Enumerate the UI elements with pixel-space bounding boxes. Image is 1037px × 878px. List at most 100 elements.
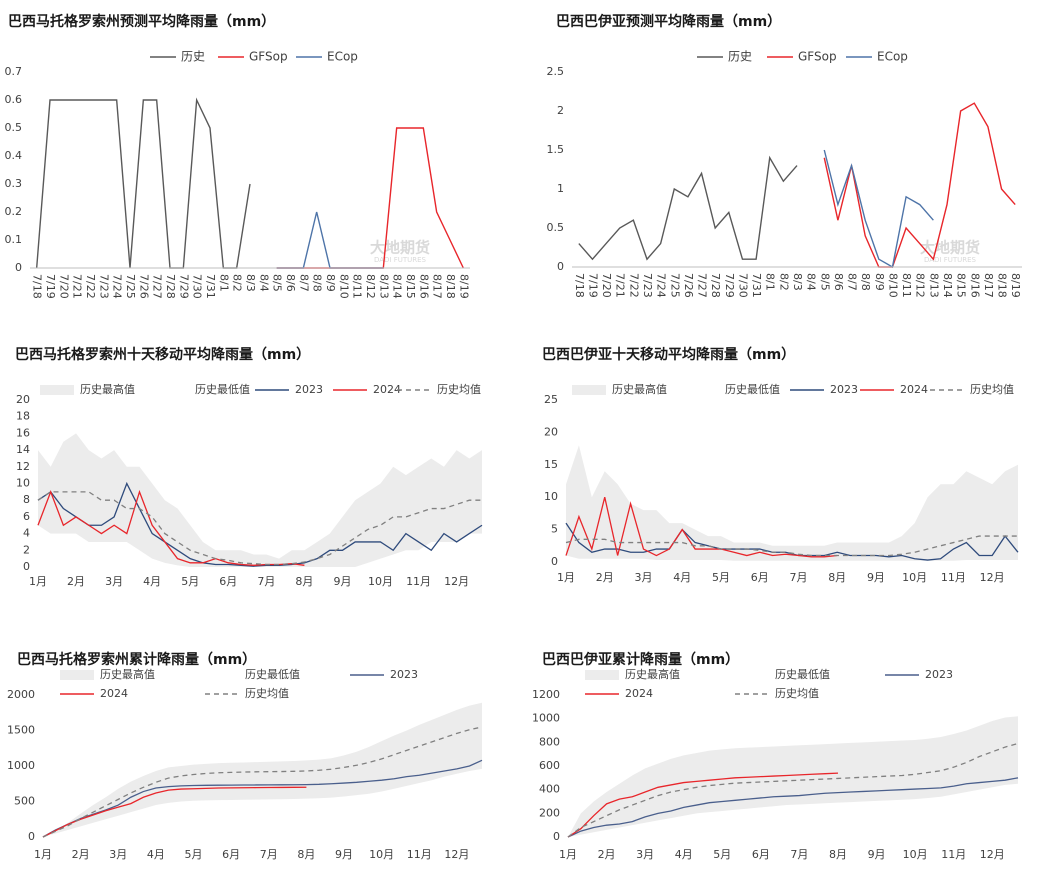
line — [565, 535, 1018, 557]
y-tick-label: 0 — [28, 830, 35, 843]
x-tick-label: 7/30 — [191, 274, 204, 299]
y-tick-label: 8 — [23, 493, 30, 506]
chart-title: 巴西马托格罗索州累计降雨量（mm） — [17, 651, 256, 668]
x-tick-label: 4月 — [143, 575, 161, 588]
x-tick-label: 8/16 — [417, 274, 430, 299]
area — [38, 525, 482, 567]
watermark-sub: DADI FUTURES — [374, 256, 427, 264]
watermark-sub: DADI FUTURES — [924, 256, 977, 264]
x-tick-label: 7/24 — [111, 274, 124, 299]
legend-label: 2024 — [625, 687, 653, 700]
x-tick-label: 6月 — [222, 848, 240, 861]
legend-label: GFSop — [798, 50, 837, 64]
y-tick-label: 0.1 — [5, 233, 23, 246]
y-tick-label: 2 — [557, 104, 564, 117]
y-tick-label: 0 — [551, 555, 558, 568]
x-tick-label: 1月 — [557, 571, 575, 584]
y-tick-label: 1 — [557, 182, 564, 195]
x-tick-label: 8/19 — [1009, 273, 1022, 298]
x-tick-label: 8月 — [297, 848, 315, 861]
y-tick-label: 0.5 — [5, 121, 23, 134]
line — [567, 742, 1019, 838]
x-tick-label: 10月 — [902, 571, 927, 584]
y-tick-label: 0.7 — [5, 65, 23, 78]
legend-label: 历史最高值 — [80, 382, 135, 396]
line — [823, 102, 1016, 268]
x-tick-label: 3月 — [109, 848, 127, 861]
line — [567, 772, 839, 838]
x-tick-label: 7/21 — [71, 274, 84, 299]
x-tick-label: 8月 — [829, 848, 847, 861]
legend-swatch — [585, 670, 619, 680]
legend-label: GFSop — [249, 50, 288, 64]
legend-label: 2024 — [373, 383, 401, 396]
x-tick-label: 6月 — [219, 575, 237, 588]
x-tick-label: 7/31 — [204, 274, 217, 299]
y-tick-label: 16 — [16, 426, 30, 439]
x-tick-label: 8/13 — [377, 274, 390, 299]
x-tick-label: 7/22 — [627, 273, 640, 298]
x-tick-label: 7/31 — [750, 273, 763, 298]
area — [38, 433, 482, 567]
y-tick-label: 10 — [16, 477, 30, 490]
legend-label: 历史均值 — [970, 383, 1014, 396]
x-tick-label: 7/23 — [641, 273, 654, 298]
y-tick-label: 0.2 — [5, 205, 23, 218]
chart-title: 巴西马托格罗索州十天移动平均降雨量（mm） — [15, 346, 310, 363]
legend-label: 2023 — [295, 383, 323, 396]
y-tick-label: 500 — [14, 795, 35, 808]
x-tick-label: 9月 — [333, 575, 351, 588]
x-tick-label: 8/7 — [846, 273, 859, 291]
y-tick-label: 1200 — [532, 688, 560, 701]
legend-label: 历史最高值 — [612, 382, 667, 396]
x-tick-label: 8/11 — [351, 274, 364, 299]
x-tick-label: 8/11 — [900, 273, 913, 298]
x-tick-label: 8/12 — [914, 273, 927, 298]
y-tick-label: 800 — [539, 735, 560, 748]
x-tick-label: 7/22 — [84, 274, 97, 299]
x-tick-label: 8/13 — [927, 273, 940, 298]
x-tick-label: 7/28 — [164, 274, 177, 299]
x-tick-label: 2月 — [67, 575, 85, 588]
y-tick-label: 600 — [539, 759, 560, 772]
y-tick-label: 1.5 — [547, 143, 565, 156]
legend-label: 2023 — [390, 668, 418, 681]
legend-label: 历史最低值 — [195, 383, 250, 396]
y-tick-label: 18 — [16, 410, 30, 423]
x-tick-label: 8/8 — [859, 273, 872, 291]
y-tick-label: 12 — [16, 460, 30, 473]
y-tick-label: 0 — [15, 261, 22, 274]
x-tick-label: 11月 — [941, 571, 966, 584]
line — [567, 777, 1019, 838]
x-tick-label: 3月 — [634, 571, 652, 584]
x-tick-label: 8/2 — [777, 273, 790, 291]
legend-label: 历史 — [728, 50, 752, 64]
x-tick-label: 7/30 — [736, 273, 749, 298]
y-tick-label: 1500 — [7, 724, 35, 737]
watermark: 大地期货 — [370, 239, 430, 257]
x-tick-label: 8/16 — [968, 273, 981, 298]
chart-title: 巴西巴伊亚十天移动平均降雨量（mm） — [542, 346, 795, 363]
x-tick-label: 11月 — [406, 575, 431, 588]
x-tick-label: 7/29 — [177, 274, 190, 299]
x-tick-label: 9月 — [868, 848, 886, 861]
x-tick-label: 7/25 — [668, 273, 681, 298]
x-tick-label: 7/29 — [723, 273, 736, 298]
legend-swatch — [60, 670, 94, 680]
x-tick-label: 2月 — [596, 571, 614, 584]
x-tick-label: 1月 — [34, 848, 52, 861]
x-tick-label: 7/21 — [614, 273, 627, 298]
y-tick-label: 14 — [16, 443, 30, 456]
x-tick-label: 7月 — [790, 848, 808, 861]
line — [578, 155, 798, 261]
line — [823, 149, 934, 269]
x-tick-label: 7/19 — [586, 273, 599, 298]
y-tick-label: 2 — [23, 543, 30, 556]
x-tick-label: 8/5 — [818, 273, 831, 291]
legend-label: 历史均值 — [437, 383, 481, 396]
x-tick-label: 8/15 — [404, 274, 417, 299]
x-tick-label: 8/6 — [284, 274, 297, 292]
y-tick-label: 5 — [551, 523, 558, 536]
